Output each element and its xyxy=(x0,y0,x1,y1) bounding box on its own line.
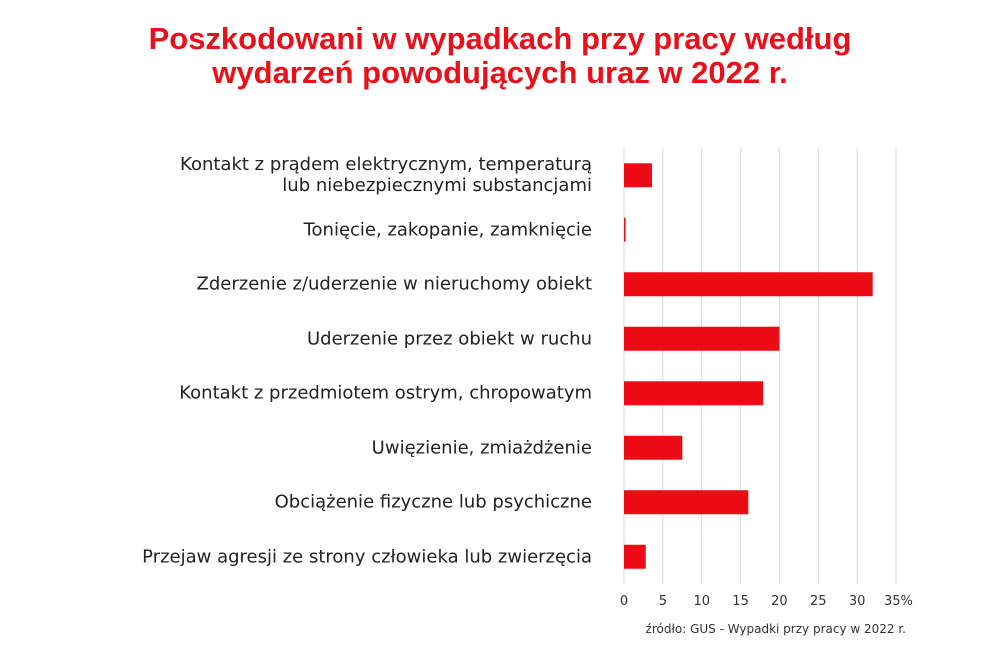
x-tick-label: 0 xyxy=(620,594,628,609)
x-tick-label: 10 xyxy=(693,594,710,609)
x-tick-label: 20 xyxy=(771,594,788,609)
x-tick-label: 15 xyxy=(732,594,749,609)
bar xyxy=(624,217,626,242)
bar xyxy=(624,435,683,460)
bar xyxy=(624,544,646,569)
bar xyxy=(624,381,764,406)
category-label: Kontakt z prądem elektrycznym, temperatu… xyxy=(180,154,592,197)
bar xyxy=(624,490,749,515)
x-tick-label: 35% xyxy=(884,594,913,609)
x-tick-label: 5 xyxy=(659,594,667,609)
category-label: Przejaw agresji ze strony człowieka lub … xyxy=(142,546,592,568)
x-tick-label: 25 xyxy=(810,594,827,609)
bar xyxy=(624,326,780,351)
category-label: Obciążenie fizyczne lub psychiczne xyxy=(274,491,592,513)
category-label: Kontakt z przedmiotem ostrym, chropowaty… xyxy=(179,382,592,404)
category-label: Uwięzienie, zmiażdżenie xyxy=(371,437,592,459)
category-label: Tonięcie, zakopanie, zamknięcie xyxy=(303,219,592,241)
bar xyxy=(624,163,652,188)
category-label: Uderzenie przez obiekt w ruchu xyxy=(306,328,592,350)
chart-title: Poszkodowani w wypadkach przy pracy wedł… xyxy=(148,21,852,90)
bar xyxy=(624,272,873,297)
source-note: źródło: GUS - Wypadki przy pracy w 2022 … xyxy=(645,622,906,636)
category-label: Zderzenie z/uderzenie w nieruchomy obiek… xyxy=(196,273,592,295)
x-tick-label: 30 xyxy=(849,594,866,609)
